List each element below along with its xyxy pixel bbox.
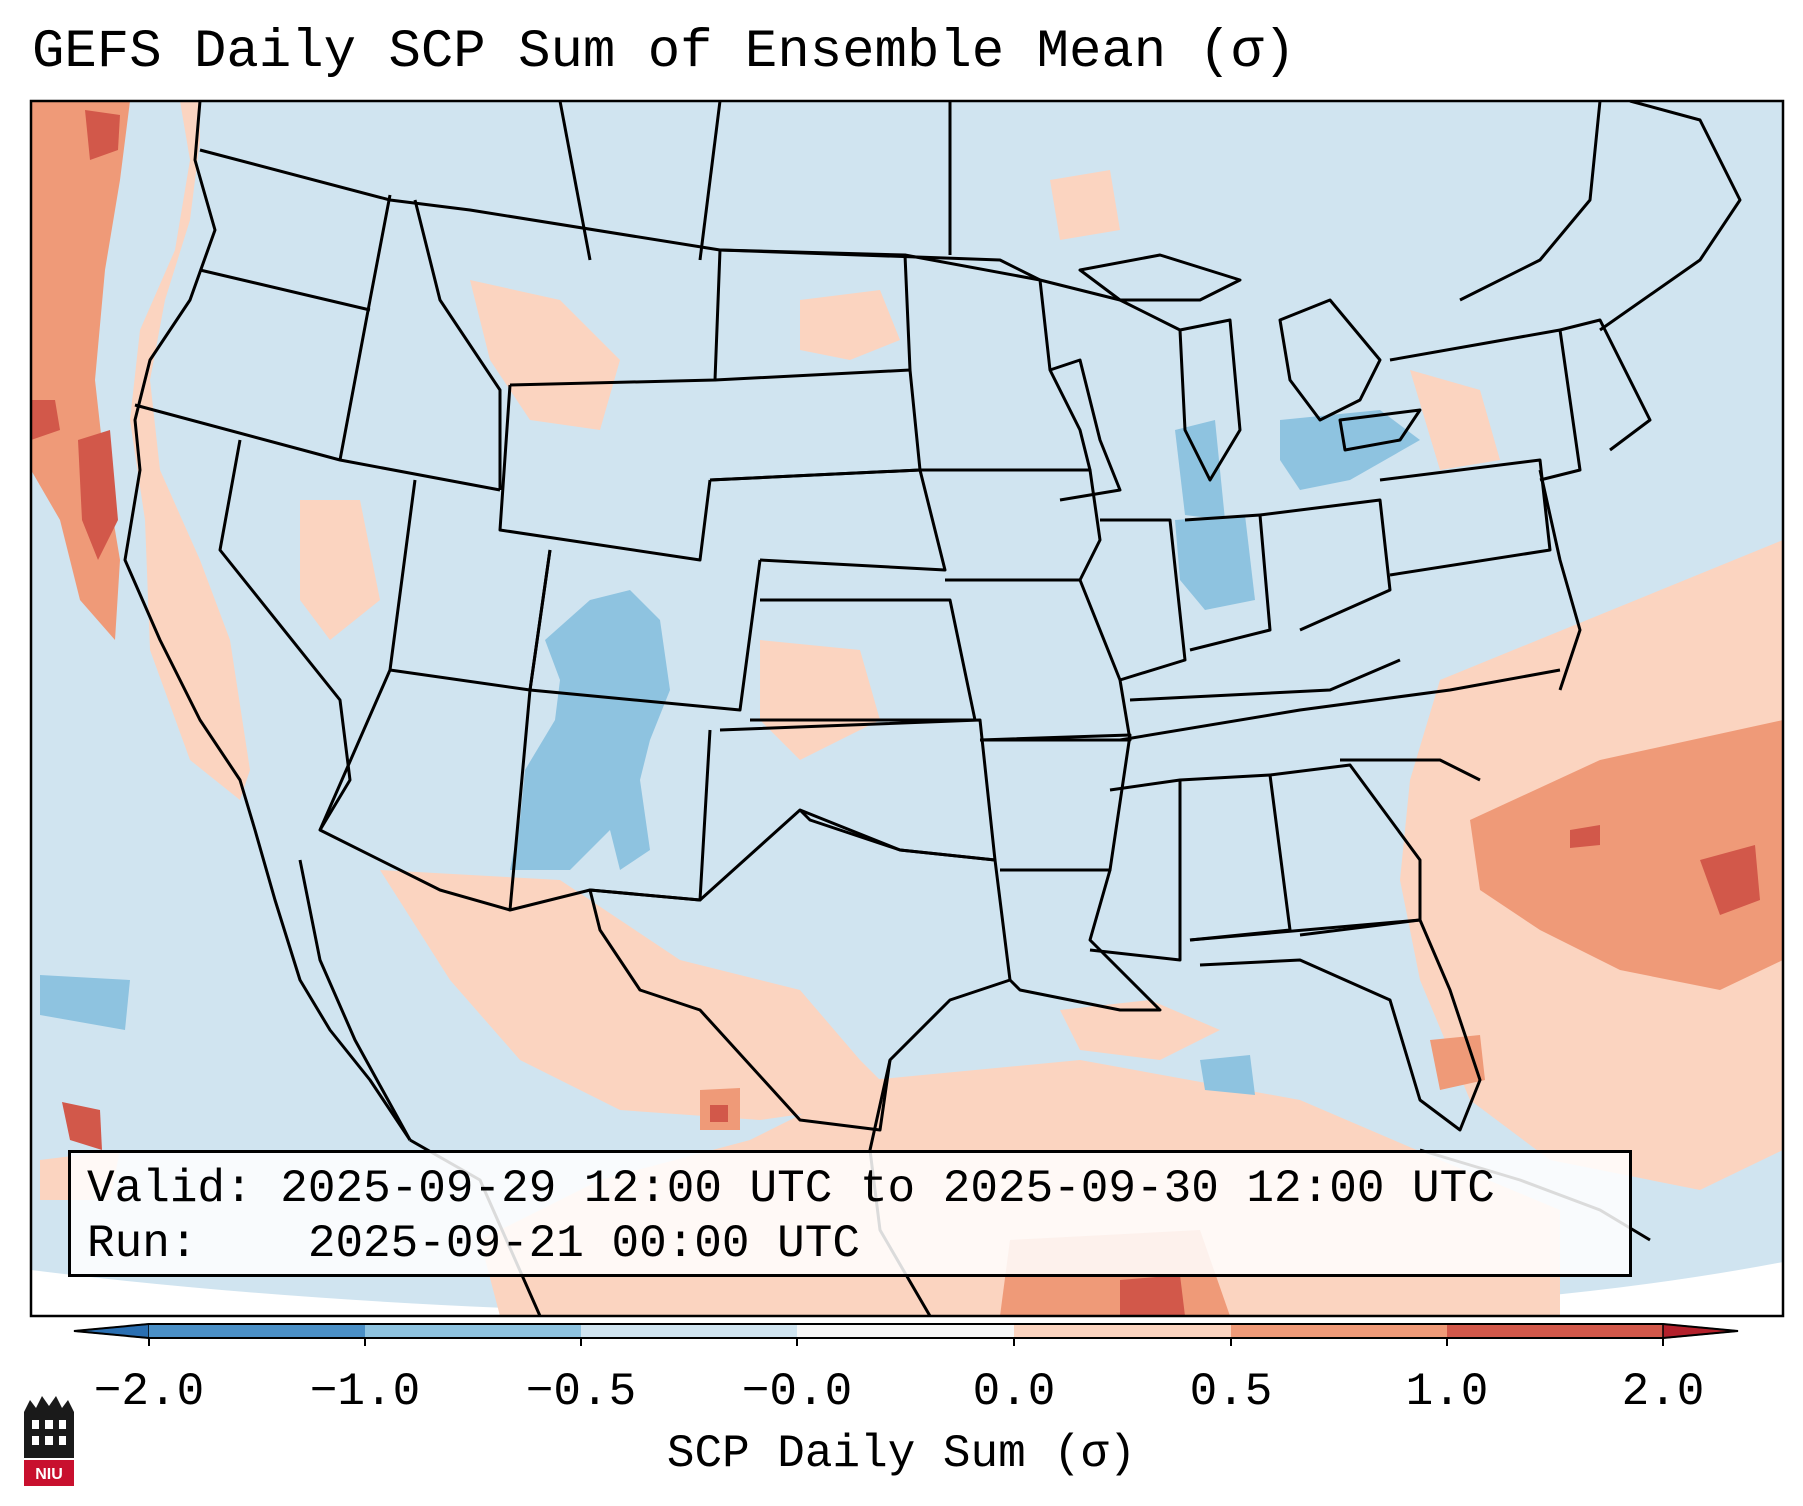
projection-corner-right — [1100, 1262, 1783, 1316]
chart-title: GEFS Daily SCP Sum of Ensemble Mean (σ) — [32, 22, 1296, 83]
colorbar-segment-2 — [365, 1324, 581, 1338]
canada-province-1 — [698, 101, 722, 261]
anomaly-new-england — [1410, 370, 1500, 470]
ohio — [1259, 498, 1392, 632]
kansas — [750, 598, 977, 722]
illinois — [1100, 518, 1187, 682]
colorbar-tick-label: −2.0 — [93, 1366, 205, 1418]
anomaly-pacific-high-1 — [85, 110, 120, 160]
run-label: Run: — [87, 1218, 198, 1270]
indiana — [1184, 513, 1272, 652]
washington-idaho — [338, 194, 392, 461]
east-coast — [1538, 469, 1582, 691]
anomaly-dakota — [800, 290, 900, 360]
new-york — [1389, 328, 1582, 482]
pennsylvania — [1379, 458, 1552, 577]
colorbar-axis-label: SCP Daily Sum (σ) — [666, 1428, 1137, 1480]
washington-oregon — [199, 268, 371, 312]
projection-corner-left — [31, 1270, 900, 1316]
logo-text: NIU — [35, 1466, 63, 1483]
wyoming — [498, 384, 712, 562]
nebraska — [709, 468, 947, 572]
niu-logo-icon — [24, 1396, 74, 1486]
florida — [1189, 918, 1482, 1132]
canada-province-2 — [558, 101, 592, 261]
anomaly-pacific-high-3 — [31, 400, 60, 440]
colorbar-segment-1 — [149, 1324, 365, 1338]
anomaly-mexico — [380, 870, 900, 1120]
colorbar-tick-label: −0.5 — [525, 1366, 637, 1418]
valid-value: 2025-09-29 12:00 UTC to 2025-09-30 12:00… — [280, 1163, 1495, 1215]
boundaries — [123, 101, 1742, 1316]
tennessee-north — [1119, 668, 1561, 742]
colorbar-tick-label: 0.0 — [972, 1366, 1056, 1418]
south-carolina — [1340, 758, 1481, 782]
niu-logo: NIU — [20, 1392, 78, 1488]
run-value: 2025-09-21 00:00 UTC — [307, 1218, 860, 1270]
map-frame — [29, 99, 1785, 1318]
wisconsin — [1049, 358, 1122, 502]
colorbar-extend-high — [1662, 1323, 1739, 1339]
anomaly-gulf-small — [1200, 1055, 1255, 1095]
anomaly-montana — [470, 280, 620, 430]
colorado — [528, 549, 762, 712]
maine-coast — [1599, 101, 1742, 332]
valid-label: Valid: — [87, 1163, 253, 1215]
anomaly-atlantic-high — [1700, 845, 1760, 915]
colorbar-segment-7 — [1447, 1324, 1663, 1338]
west-coastline — [123, 101, 412, 1141]
mississippi — [1089, 778, 1182, 962]
lake-michigan — [1178, 318, 1242, 482]
anomaly-pacific-small — [40, 975, 130, 1030]
lake-erie — [1338, 408, 1422, 452]
louisiana — [1000, 868, 1162, 1012]
anomaly-atlantic-medium — [1470, 720, 1783, 990]
kentucky — [1129, 658, 1401, 702]
anomaly-nevada — [300, 500, 380, 640]
colorbar-segment-3 — [581, 1324, 797, 1338]
anomaly-mexico-high — [710, 1105, 728, 1122]
anomaly-colorado-newmexico — [510, 590, 670, 870]
anomaly-pacific-south-high — [62, 1102, 102, 1150]
canada-east — [1459, 101, 1602, 302]
colorbar-tick-label: 0.5 — [1189, 1366, 1273, 1418]
colorbar-tick-label: −0.0 — [741, 1366, 853, 1418]
idaho-montana — [413, 199, 502, 490]
colorbar — [73, 1323, 1739, 1346]
anomaly-west-coast — [31, 101, 250, 800]
baja-coast — [298, 859, 412, 1141]
valid-run-info-box: Valid: 2025-09-29 12:00 UTC to 2025-09-3… — [68, 1150, 1632, 1277]
anomaly-lake-michigan — [1175, 420, 1225, 520]
colorbar-segment-6 — [1231, 1324, 1447, 1338]
oregon-nevada-idaho — [134, 403, 501, 492]
anomaly-indiana — [1175, 515, 1255, 610]
lake-superior — [1078, 253, 1242, 302]
colorbar-tick-label: 1.0 — [1405, 1366, 1489, 1418]
anomaly-kansas — [760, 640, 880, 760]
colorbar-segment-4 — [797, 1324, 1014, 1338]
anomaly-canada — [1050, 170, 1120, 240]
colorbar-extend-low — [73, 1323, 150, 1339]
lake-huron — [1278, 298, 1382, 422]
anomaly-pacific-high-2 — [78, 430, 118, 560]
colorbar-tick-label: −1.0 — [309, 1366, 421, 1418]
anomaly-gulf-north — [1060, 1000, 1220, 1060]
colorbar-tick-label: 2.0 — [1621, 1366, 1705, 1418]
colorbar-tick-marks — [148, 1338, 1664, 1346]
colorbar-segment-5 — [1014, 1324, 1231, 1338]
nevada-border — [218, 439, 352, 831]
map-panel — [31, 101, 1783, 1316]
anomaly-atlantic-high-2 — [1570, 825, 1600, 848]
texas — [588, 808, 1012, 1132]
anomaly-florida-medium — [1430, 1035, 1485, 1090]
georgia — [1269, 763, 1422, 937]
anomaly-gulf-high — [1120, 1275, 1185, 1316]
arizona-south — [318, 669, 511, 912]
new-england — [1559, 318, 1652, 452]
